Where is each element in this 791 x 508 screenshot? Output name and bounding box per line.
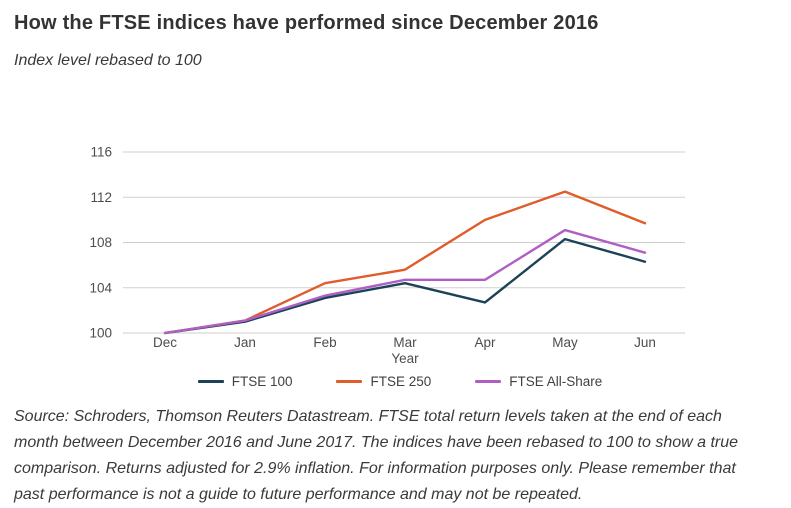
legend-swatch-icon (197, 379, 224, 383)
legend-label: FTSE All-Share (509, 373, 603, 389)
y-tick-100: 100 (89, 326, 112, 341)
x-tick-dec: Dec (153, 335, 177, 350)
legend-swatch-icon (336, 379, 363, 383)
x-tick-may: May (552, 335, 578, 350)
legend-item-ftse-all-share: FTSE All-Share (475, 374, 602, 389)
page-subtitle: Index level rebased to 100 (14, 52, 202, 69)
line-ftse-all-share (163, 228, 647, 335)
legend-label: FTSE 250 (370, 373, 432, 389)
legend-item-ftse-100: FTSE 100 (197, 373, 293, 389)
line-ftse-250 (163, 190, 647, 335)
source-note: Source: Schroders, Thomson Reuters Datas… (14, 408, 739, 503)
x-axis-title: Year (391, 351, 419, 366)
x-tick-jan: Jan (234, 335, 256, 350)
y-tick-116: 116 (90, 145, 112, 160)
y-tick-112: 112 (90, 190, 112, 205)
line-chart: 100 104 108 112 116 Dec Jan Feb Mar Apr May Jun Year (0, 130, 791, 370)
y-tick-108: 108 (89, 235, 112, 250)
x-tick-mar: Mar (393, 335, 417, 350)
x-tick-jun: Jun (634, 335, 656, 350)
legend-item-ftse-250: FTSE 250 (336, 374, 431, 389)
page-title: How the FTSE indices have performed sinc… (14, 12, 599, 34)
line-ftse-100 (163, 237, 647, 335)
chart-canvas: 100 104 108 112 116 Dec Jan Feb Mar Apr May Jun Year (89, 145, 685, 366)
y-tick-104: 104 (89, 280, 112, 295)
x-tick-apr: Apr (474, 335, 496, 350)
legend-label: FTSE 100 (231, 373, 293, 389)
legend-swatch-icon (475, 379, 502, 383)
chart-legend: FTSE 100 FTSE 250 FTSE All-Share (100, 371, 700, 391)
x-tick-feb: Feb (313, 335, 336, 350)
